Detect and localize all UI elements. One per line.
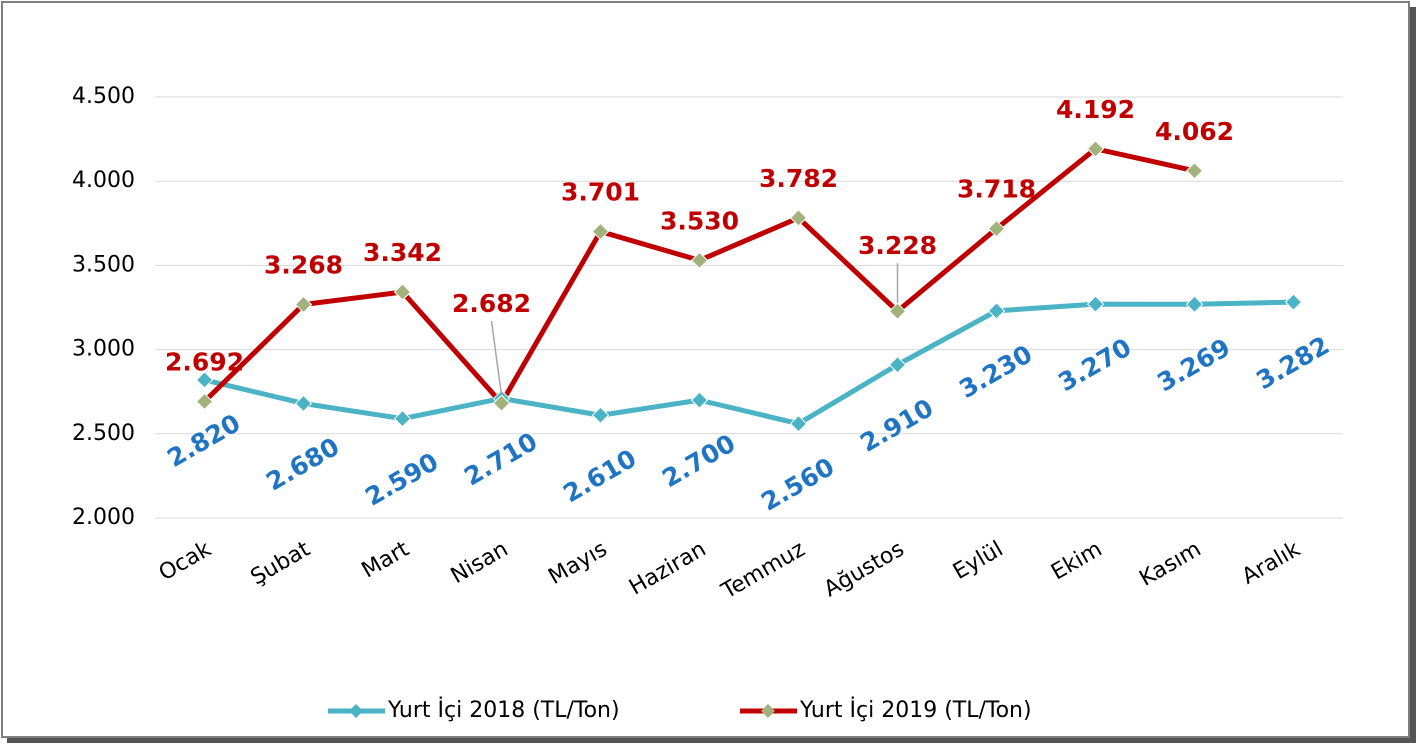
value-label: 3.782 (759, 164, 838, 193)
marker (195, 371, 214, 389)
marker (1086, 140, 1105, 158)
y-tick-label: 2.000 (72, 505, 135, 530)
marker (294, 394, 313, 413)
y-tick-label: 3.500 (72, 252, 135, 277)
marker (393, 409, 412, 428)
value-label: 3.701 (561, 178, 640, 207)
marker (591, 406, 610, 424)
y-tick-label: 4.000 (72, 168, 135, 193)
value-label: 3.530 (660, 206, 739, 235)
marker (987, 302, 1006, 320)
marker (1185, 162, 1204, 180)
marker (1086, 295, 1105, 313)
legend-marker (349, 704, 363, 718)
legend-marker (761, 704, 775, 718)
value-label: 3.228 (858, 231, 937, 260)
value-label: 3.718 (957, 175, 1036, 204)
marker (987, 219, 1006, 238)
marker (294, 295, 313, 314)
legend-label: Yurt İçi 2018 (TL/Ton) (387, 697, 620, 723)
value-label: 3.268 (264, 250, 343, 279)
legend-label: Yurt İçi 2019 (TL/Ton) (799, 697, 1032, 723)
value-label: 2.692 (165, 347, 244, 376)
marker (591, 222, 610, 241)
marker (1185, 295, 1204, 314)
marker (690, 391, 709, 409)
marker (789, 209, 808, 227)
y-tick-label: 4.500 (72, 84, 135, 109)
marker (888, 302, 907, 320)
marker (492, 394, 511, 412)
value-label: 4.192 (1056, 95, 1135, 124)
value-label: 3.342 (363, 238, 442, 267)
value-label: 4.062 (1155, 117, 1234, 146)
marker (690, 251, 709, 270)
marker (1284, 293, 1303, 311)
series-line (203, 299, 1294, 427)
marker (195, 392, 214, 411)
value-label: 2.682 (452, 289, 531, 318)
marker (789, 414, 808, 433)
y-tick-label: 3.000 (72, 337, 135, 362)
marker (888, 356, 907, 374)
leader-line (490, 321, 503, 396)
marker (393, 283, 412, 301)
y-tick-label: 2.500 (72, 421, 135, 446)
